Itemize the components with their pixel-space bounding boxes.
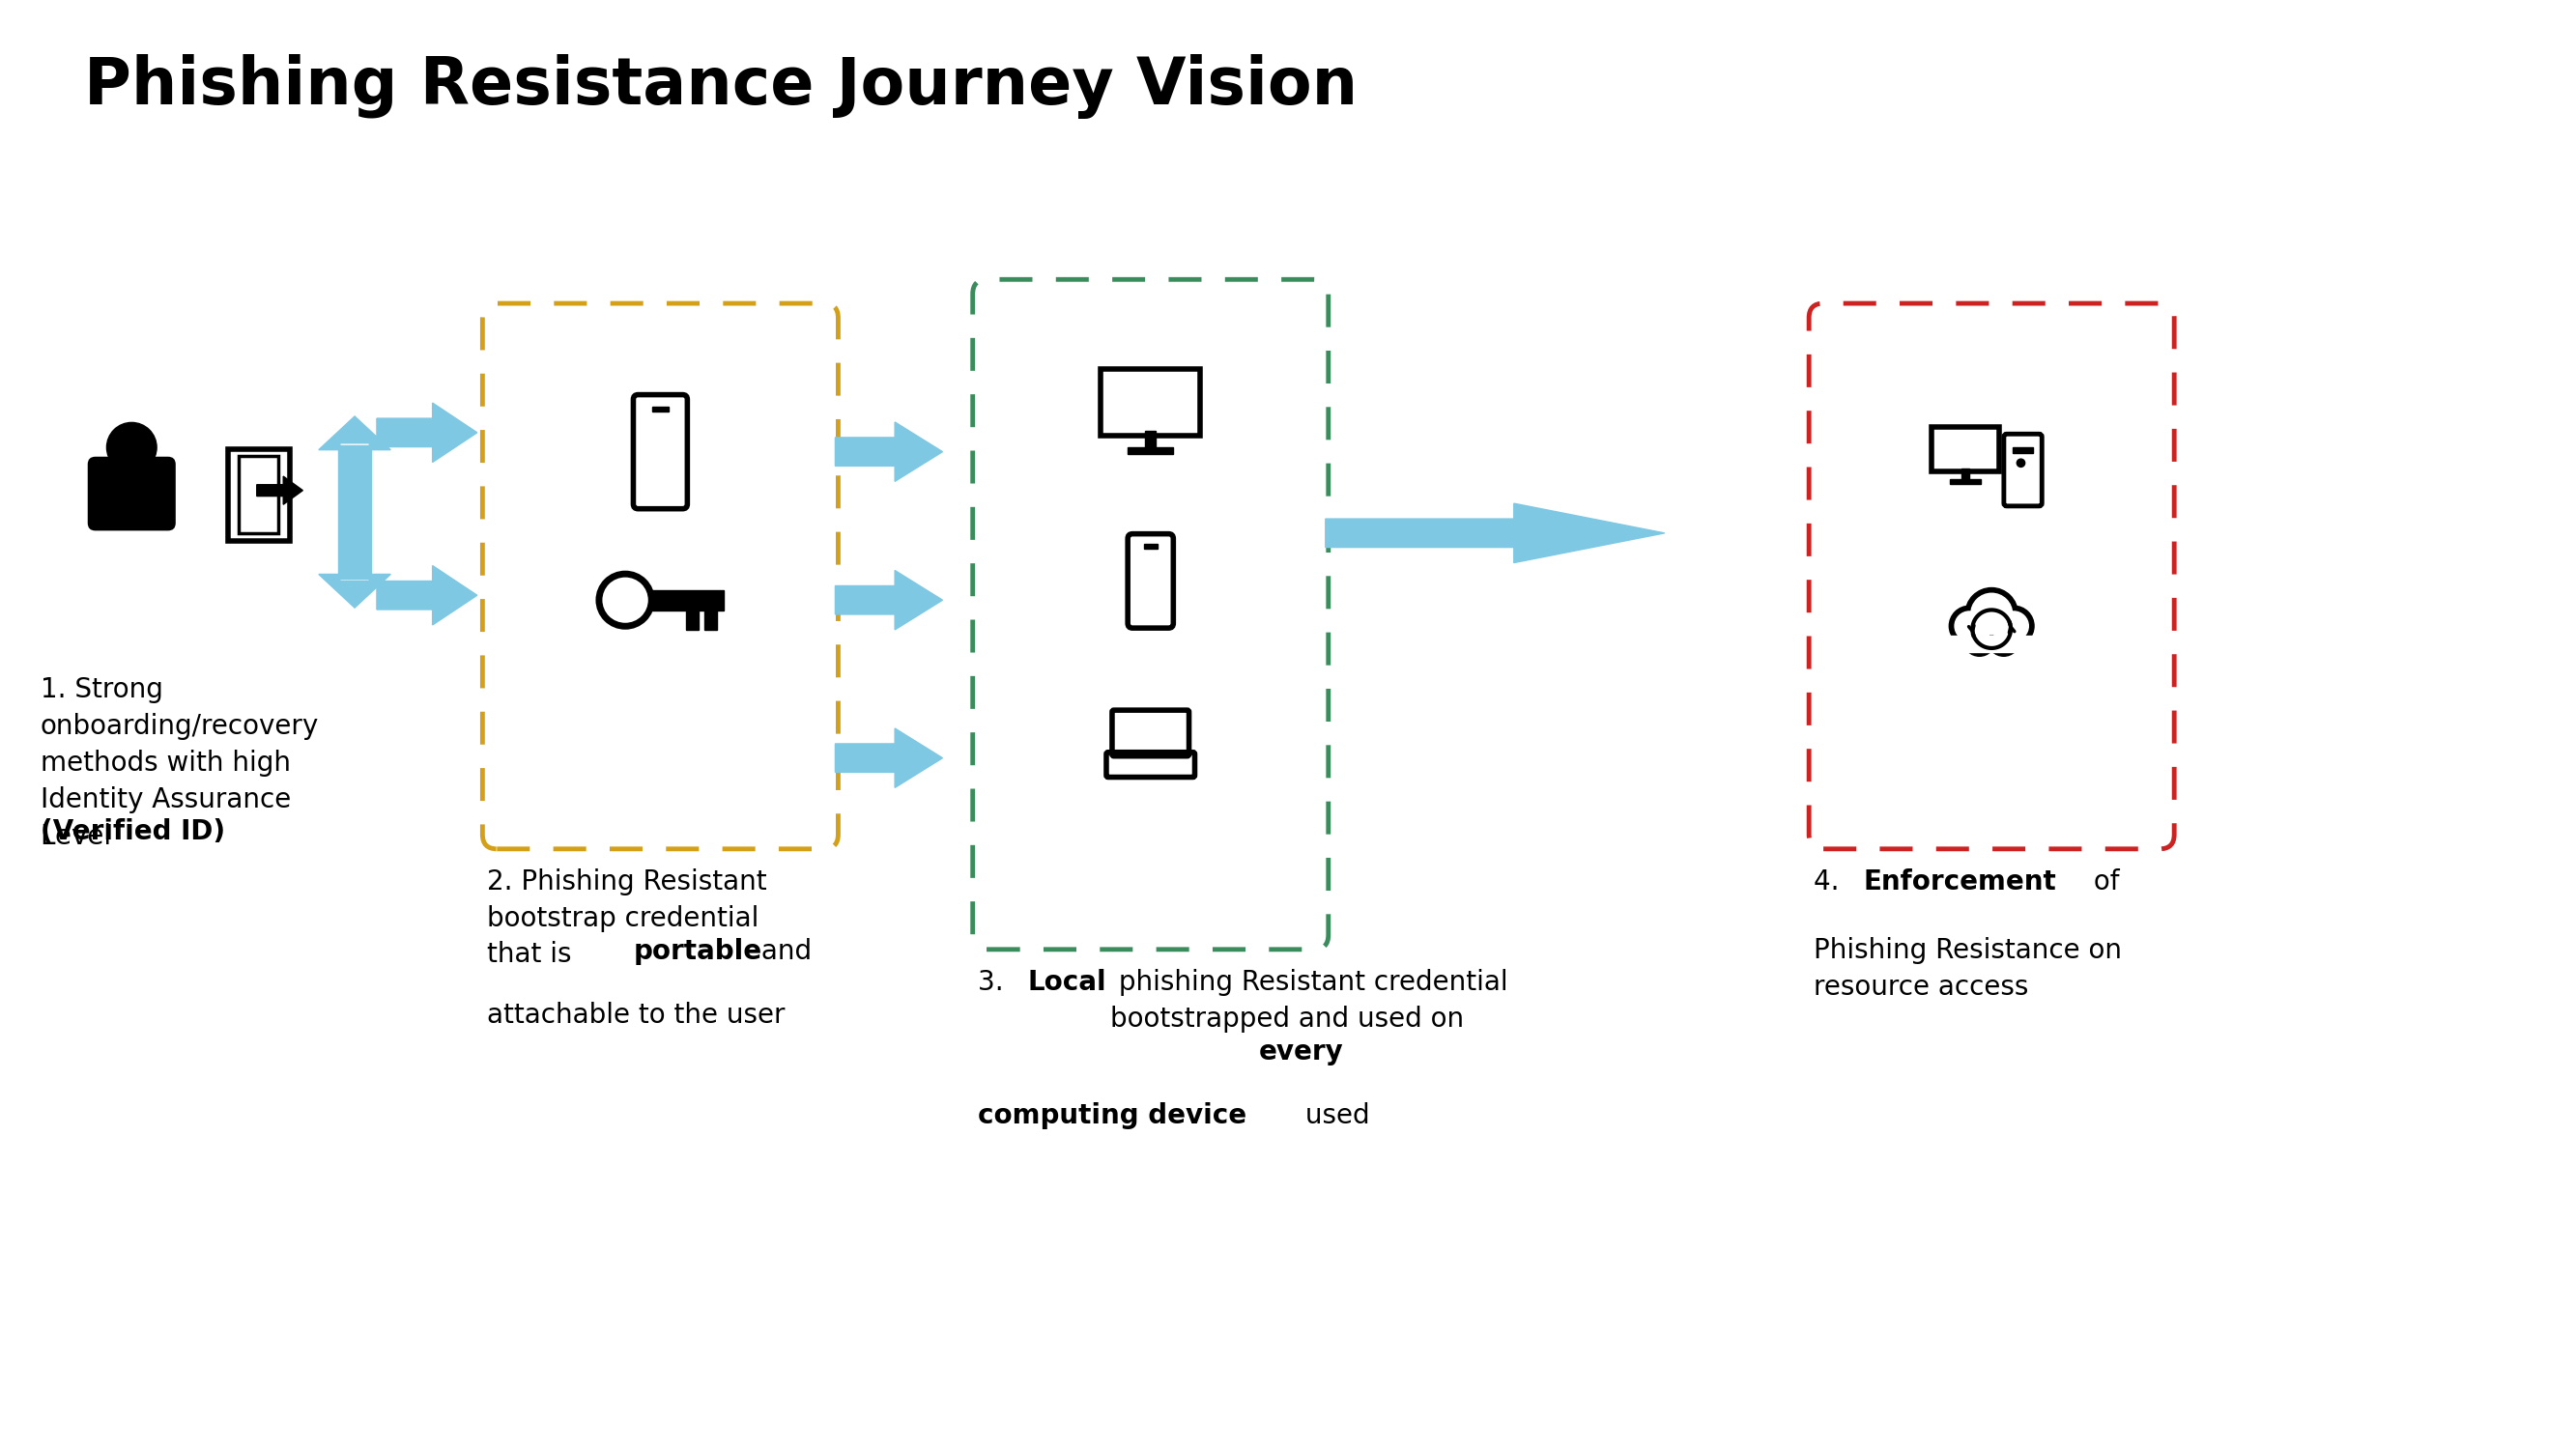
Text: 1. Strong
onboarding/recovery
methods with high
Identity Assurance
Level: 1. Strong onboarding/recovery methods wi… (41, 677, 319, 851)
FancyArrow shape (1327, 503, 1664, 562)
FancyBboxPatch shape (88, 456, 175, 530)
Circle shape (1999, 611, 2027, 640)
Bar (685, 610, 698, 630)
Circle shape (1965, 588, 2017, 640)
FancyArrow shape (835, 729, 943, 788)
Bar (1139, 554, 1164, 611)
Circle shape (1968, 629, 1991, 651)
Bar (652, 407, 667, 412)
Text: 3.: 3. (976, 968, 1012, 995)
Circle shape (106, 423, 157, 472)
FancyArrow shape (258, 477, 304, 504)
Text: every: every (1260, 1039, 1345, 1065)
Bar (703, 610, 716, 630)
Circle shape (1989, 625, 2020, 656)
Bar (652, 590, 724, 610)
Text: Phishing Resistance on
resource access: Phishing Resistance on resource access (1814, 938, 2123, 1001)
Circle shape (1963, 625, 1996, 656)
Text: Enforcement: Enforcement (1865, 868, 2056, 895)
Text: 2. Phishing Resistant
bootstrap credential
that is: 2. Phishing Resistant bootstrap credenti… (487, 868, 768, 968)
Text: (Verified ID): (Verified ID) (41, 819, 224, 845)
Circle shape (1950, 606, 1989, 646)
Text: Phishing Resistance Journey Vision: Phishing Resistance Journey Vision (82, 55, 1358, 119)
Text: used: used (1296, 1103, 1370, 1130)
FancyArrow shape (835, 422, 943, 481)
Bar (1950, 636, 2035, 652)
FancyArrow shape (319, 574, 392, 607)
Text: Local: Local (1028, 968, 1105, 995)
Bar (1144, 545, 1157, 548)
Bar (2012, 446, 2032, 454)
Circle shape (1994, 629, 2014, 651)
Text: 4.: 4. (1814, 868, 1847, 895)
Bar (644, 417, 677, 490)
Bar (1963, 468, 1968, 483)
Text: and: and (752, 938, 811, 965)
Text: of: of (2084, 868, 2120, 895)
Bar (337, 445, 371, 580)
Circle shape (2017, 459, 2025, 467)
Bar (1146, 432, 1157, 452)
Text: portable: portable (634, 938, 762, 965)
Text: computing device: computing device (976, 1103, 1247, 1130)
Circle shape (1994, 606, 2035, 646)
Text: attachable to the user: attachable to the user (487, 1003, 786, 1029)
Text: phishing Resistant credential
bootstrapped and used on: phishing Resistant credential bootstrapp… (1110, 968, 1507, 1032)
FancyArrow shape (319, 416, 392, 449)
Bar (1950, 478, 1981, 484)
Circle shape (1971, 593, 2012, 635)
Bar (1128, 446, 1175, 454)
Circle shape (1955, 611, 1984, 640)
FancyArrow shape (376, 565, 477, 625)
FancyArrow shape (835, 571, 943, 630)
FancyArrow shape (376, 403, 477, 462)
